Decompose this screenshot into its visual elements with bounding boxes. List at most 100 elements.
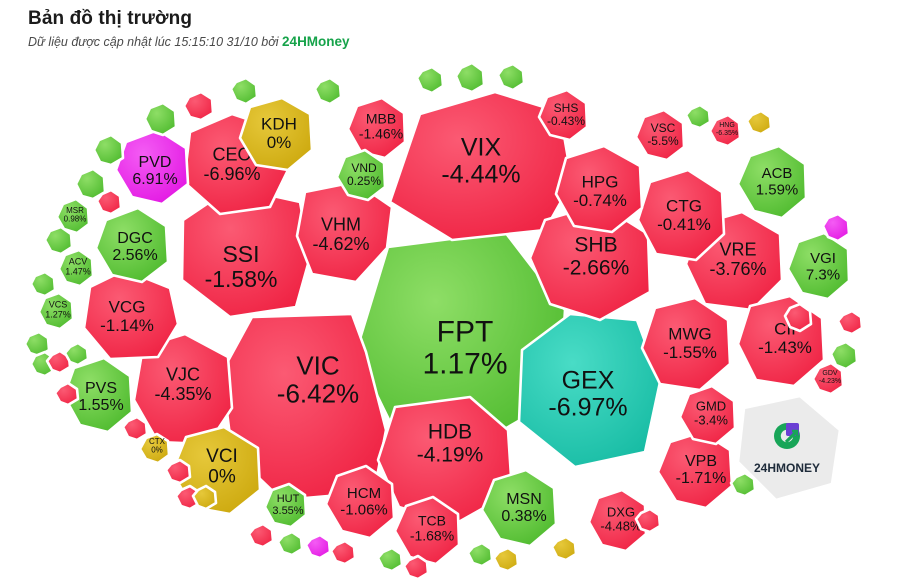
treemap-cell[interactable] [783, 302, 813, 333]
treemap-cell-shs[interactable]: SHS-0.43% [537, 88, 589, 142]
treemap-cell-vjc[interactable]: VJC-4.35% [132, 332, 234, 446]
treemap-cell[interactable] [829, 340, 859, 371]
treemap-cell-shape[interactable] [182, 90, 215, 122]
treemap-cell[interactable] [729, 471, 757, 498]
treemap-cell[interactable] [329, 539, 357, 566]
treemap-cell-shape[interactable] [174, 484, 202, 511]
treemap-cell-shape[interactable] [57, 248, 95, 288]
treemap-cell[interactable] [63, 341, 90, 367]
treemap-cell[interactable] [143, 101, 178, 137]
treemap-cell-dxg[interactable]: DXG-4.48% [587, 488, 648, 553]
treemap-cell-shape[interactable] [454, 61, 486, 94]
treemap-cell-gdv[interactable]: GDV-4.23% [811, 361, 845, 396]
treemap-cell-shape[interactable] [640, 296, 732, 392]
treemap-cell-shape[interactable] [783, 302, 813, 333]
treemap-cell-shape[interactable] [480, 468, 558, 548]
treemap-cell-shape[interactable] [63, 341, 90, 367]
treemap-cell-shape[interactable] [53, 381, 80, 407]
treemap-cell-shape[interactable] [736, 144, 808, 220]
treemap-cell[interactable] [45, 349, 72, 375]
treemap-cell-shape[interactable] [304, 533, 332, 560]
treemap-cell-shape[interactable] [247, 522, 275, 549]
treemap-cell-shape[interactable] [829, 340, 859, 371]
brand-logo-tile[interactable]: 24HMONEY [736, 394, 842, 502]
treemap-cell-shape[interactable] [121, 415, 149, 442]
treemap-cell[interactable] [229, 76, 259, 106]
treemap-cell-vhm[interactable]: VHM-4.62% [295, 180, 394, 284]
treemap-cell-shape[interactable] [729, 471, 757, 498]
treemap-cell-shape[interactable] [415, 65, 445, 95]
treemap-cell-shape[interactable] [745, 109, 773, 136]
treemap-cell[interactable] [415, 65, 445, 95]
treemap-cell[interactable] [53, 381, 80, 407]
treemap-cell-shape[interactable] [708, 113, 742, 148]
treemap-cell-shape[interactable] [811, 361, 845, 396]
treemap-cell-shape[interactable] [821, 212, 851, 243]
treemap-cell[interactable] [164, 458, 192, 485]
treemap-cell-shape[interactable] [678, 384, 737, 446]
treemap-cell-shape[interactable] [836, 309, 864, 336]
treemap-cell-shape[interactable] [537, 88, 589, 142]
treemap-cell-vsc[interactable]: VSC-5.5% [634, 108, 686, 162]
treemap-cell-shape[interactable] [94, 206, 170, 284]
treemap-cell[interactable] [29, 270, 57, 298]
treemap-cell-shape[interactable] [45, 349, 72, 375]
treemap-cell-shape[interactable] [138, 432, 171, 465]
treemap-cell-shape[interactable] [74, 167, 107, 201]
treemap-cell-shape[interactable] [229, 76, 259, 106]
treemap-cell-shape[interactable] [634, 507, 662, 534]
treemap-cell[interactable] [402, 554, 430, 581]
treemap-cell-shape[interactable] [191, 484, 218, 511]
treemap-cell-shape[interactable] [43, 225, 74, 256]
treemap-cell[interactable] [182, 90, 215, 122]
treemap-cell-shape[interactable] [492, 546, 520, 573]
treemap-cell[interactable] [684, 103, 712, 130]
treemap-cell[interactable] [745, 109, 773, 136]
treemap-cell[interactable] [74, 167, 107, 201]
treemap-cell[interactable] [247, 522, 275, 549]
treemap-cell-shape[interactable] [554, 144, 644, 234]
treemap-cell-shape[interactable] [92, 133, 125, 167]
treemap-cell-shape[interactable] [550, 535, 578, 562]
treemap-cell-shape[interactable] [324, 464, 396, 540]
treemap-cell-shape[interactable] [143, 101, 178, 137]
treemap-cell-shape[interactable] [402, 554, 430, 581]
treemap-cell-shape[interactable] [466, 541, 494, 568]
treemap-cell-shape[interactable] [95, 188, 123, 216]
treemap-cell-shape[interactable] [29, 270, 57, 298]
treemap-cell[interactable] [466, 541, 494, 568]
treemap-cell-shape[interactable] [684, 103, 712, 130]
treemap-cell-shape[interactable] [276, 530, 304, 557]
treemap-cell-shape[interactable] [329, 539, 357, 566]
treemap-cell-shape[interactable] [164, 458, 192, 485]
treemap-cell[interactable] [191, 484, 218, 511]
treemap-cell-mwg[interactable]: MWG-1.55% [640, 296, 732, 392]
treemap-cell-hpg[interactable]: HPG-0.74% [554, 144, 644, 234]
treemap-cell-vix[interactable]: VIX-4.44% [388, 90, 574, 242]
treemap-cell[interactable] [276, 530, 304, 557]
treemap-cell-hng[interactable]: HNG-6.35% [708, 113, 742, 148]
treemap-cell[interactable] [492, 546, 520, 573]
treemap-cell-shape[interactable] [496, 62, 526, 92]
treemap-cell-shape[interactable] [335, 148, 387, 202]
treemap-cell-cii[interactable]: CII-1.43% [736, 294, 826, 388]
treemap-cell[interactable] [313, 76, 343, 106]
treemap-cell[interactable] [496, 62, 526, 92]
treemap-cell-shape[interactable] [634, 108, 686, 162]
treemap-cell[interactable] [550, 535, 578, 562]
treemap-cell-gmd[interactable]: GMD-3.4% [678, 384, 737, 446]
treemap-cell-vpb[interactable]: VPB-1.71% [656, 430, 734, 510]
